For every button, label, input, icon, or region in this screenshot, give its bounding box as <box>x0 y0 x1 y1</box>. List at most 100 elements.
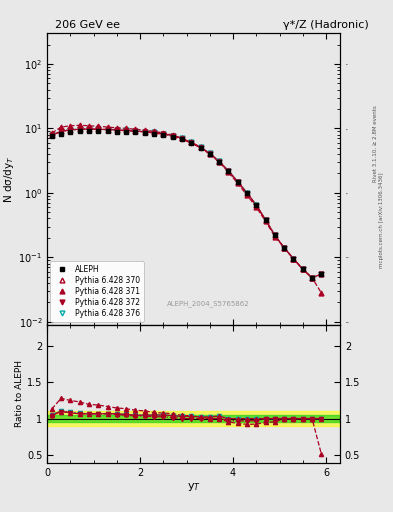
Pythia 6.428 371 <box>59 124 63 130</box>
ALEPH <box>96 128 101 134</box>
Pythia 6.428 371 <box>235 180 240 186</box>
ALEPH <box>226 168 231 174</box>
Pythia 6.428 376 <box>96 126 101 133</box>
Pythia 6.428 370 <box>114 127 119 133</box>
Pythia 6.428 372 <box>50 132 54 138</box>
Pythia 6.428 376 <box>77 126 82 132</box>
Pythia 6.428 372 <box>272 232 277 238</box>
ALEPH <box>244 190 249 196</box>
Pythia 6.428 371 <box>77 122 82 129</box>
Pythia 6.428 372 <box>124 127 129 134</box>
Pythia 6.428 376 <box>114 127 119 133</box>
ALEPH <box>77 128 82 134</box>
Pythia 6.428 370 <box>282 245 286 251</box>
Pythia 6.428 371 <box>170 132 175 138</box>
Pythia 6.428 372 <box>282 245 286 251</box>
ALEPH <box>86 127 91 134</box>
Pythia 6.428 376 <box>124 127 129 134</box>
Line: Pythia 6.428 376: Pythia 6.428 376 <box>50 126 324 280</box>
Pythia 6.428 376 <box>272 232 277 238</box>
Pythia 6.428 376 <box>86 126 91 132</box>
ALEPH <box>161 132 166 138</box>
Text: mcplots.cern.ch [arXiv:1306.3436]: mcplots.cern.ch [arXiv:1306.3436] <box>379 173 384 268</box>
Pythia 6.428 371 <box>263 218 268 224</box>
Pythia 6.428 372 <box>114 127 119 133</box>
Pythia 6.428 370 <box>50 132 54 138</box>
ALEPH <box>263 217 268 223</box>
Pythia 6.428 372 <box>170 134 175 140</box>
Bar <box>47 415 340 422</box>
Pythia 6.428 376 <box>180 135 184 141</box>
Pythia 6.428 376 <box>59 128 63 134</box>
Pythia 6.428 376 <box>198 144 203 151</box>
Legend: ALEPH, Pythia 6.428 370, Pythia 6.428 371, Pythia 6.428 372, Pythia 6.428 376: ALEPH, Pythia 6.428 370, Pythia 6.428 37… <box>50 261 143 322</box>
Pythia 6.428 370 <box>161 131 166 137</box>
Pythia 6.428 370 <box>226 168 231 174</box>
Pythia 6.428 371 <box>105 124 110 130</box>
Pythia 6.428 372 <box>254 203 259 209</box>
Pythia 6.428 376 <box>68 126 73 133</box>
ALEPH <box>180 136 184 142</box>
Pythia 6.428 371 <box>68 123 73 129</box>
Pythia 6.428 370 <box>217 158 222 164</box>
ALEPH <box>310 275 314 281</box>
Pythia 6.428 370 <box>291 255 296 262</box>
Pythia 6.428 370 <box>319 271 324 277</box>
ALEPH <box>170 134 175 140</box>
Text: Rivet 3.1.10, ≥ 2.8M events: Rivet 3.1.10, ≥ 2.8M events <box>373 105 378 182</box>
Pythia 6.428 376 <box>254 202 259 208</box>
ALEPH <box>282 245 286 251</box>
Pythia 6.428 371 <box>142 127 147 133</box>
Pythia 6.428 371 <box>319 290 324 296</box>
Pythia 6.428 376 <box>170 133 175 139</box>
ALEPH <box>217 159 222 165</box>
Pythia 6.428 371 <box>161 130 166 136</box>
Pythia 6.428 372 <box>208 151 212 157</box>
ALEPH <box>114 129 119 135</box>
Pythia 6.428 370 <box>59 129 63 135</box>
Pythia 6.428 370 <box>180 135 184 141</box>
Y-axis label: N dσ/dy$_T$: N dσ/dy$_T$ <box>2 155 16 203</box>
Pythia 6.428 370 <box>105 126 110 133</box>
Pythia 6.428 370 <box>272 232 277 238</box>
ALEPH <box>291 255 296 262</box>
Pythia 6.428 371 <box>254 204 259 210</box>
ALEPH <box>105 129 110 135</box>
Pythia 6.428 372 <box>198 145 203 151</box>
ALEPH <box>198 145 203 151</box>
Pythia 6.428 371 <box>50 130 54 136</box>
Pythia 6.428 371 <box>180 135 184 141</box>
Pythia 6.428 376 <box>244 190 249 196</box>
Pythia 6.428 370 <box>96 126 101 133</box>
Pythia 6.428 376 <box>263 217 268 223</box>
ALEPH <box>50 134 54 140</box>
Pythia 6.428 371 <box>226 169 231 175</box>
Pythia 6.428 376 <box>105 126 110 133</box>
Pythia 6.428 376 <box>50 132 54 138</box>
Text: 206 GeV ee: 206 GeV ee <box>55 19 120 30</box>
X-axis label: y$_T$: y$_T$ <box>187 481 200 493</box>
Line: Pythia 6.428 371: Pythia 6.428 371 <box>50 123 324 295</box>
Pythia 6.428 376 <box>310 275 314 281</box>
Pythia 6.428 370 <box>310 275 314 281</box>
Pythia 6.428 371 <box>291 255 296 262</box>
Pythia 6.428 372 <box>59 129 63 135</box>
Pythia 6.428 372 <box>77 126 82 133</box>
ALEPH <box>189 140 194 146</box>
Pythia 6.428 372 <box>235 179 240 185</box>
Pythia 6.428 371 <box>96 123 101 130</box>
Pythia 6.428 376 <box>189 139 194 145</box>
Pythia 6.428 370 <box>77 126 82 133</box>
Pythia 6.428 371 <box>282 245 286 251</box>
Pythia 6.428 371 <box>198 144 203 151</box>
Pythia 6.428 370 <box>189 139 194 145</box>
Pythia 6.428 372 <box>105 126 110 133</box>
Pythia 6.428 376 <box>319 271 324 277</box>
ALEPH <box>235 178 240 184</box>
Pythia 6.428 370 <box>300 266 305 272</box>
Bar <box>47 411 340 426</box>
Pythia 6.428 370 <box>152 129 156 135</box>
Pythia 6.428 371 <box>272 233 277 240</box>
Text: γ*/Z (Hadronic): γ*/Z (Hadronic) <box>283 19 369 30</box>
ALEPH <box>152 131 156 137</box>
